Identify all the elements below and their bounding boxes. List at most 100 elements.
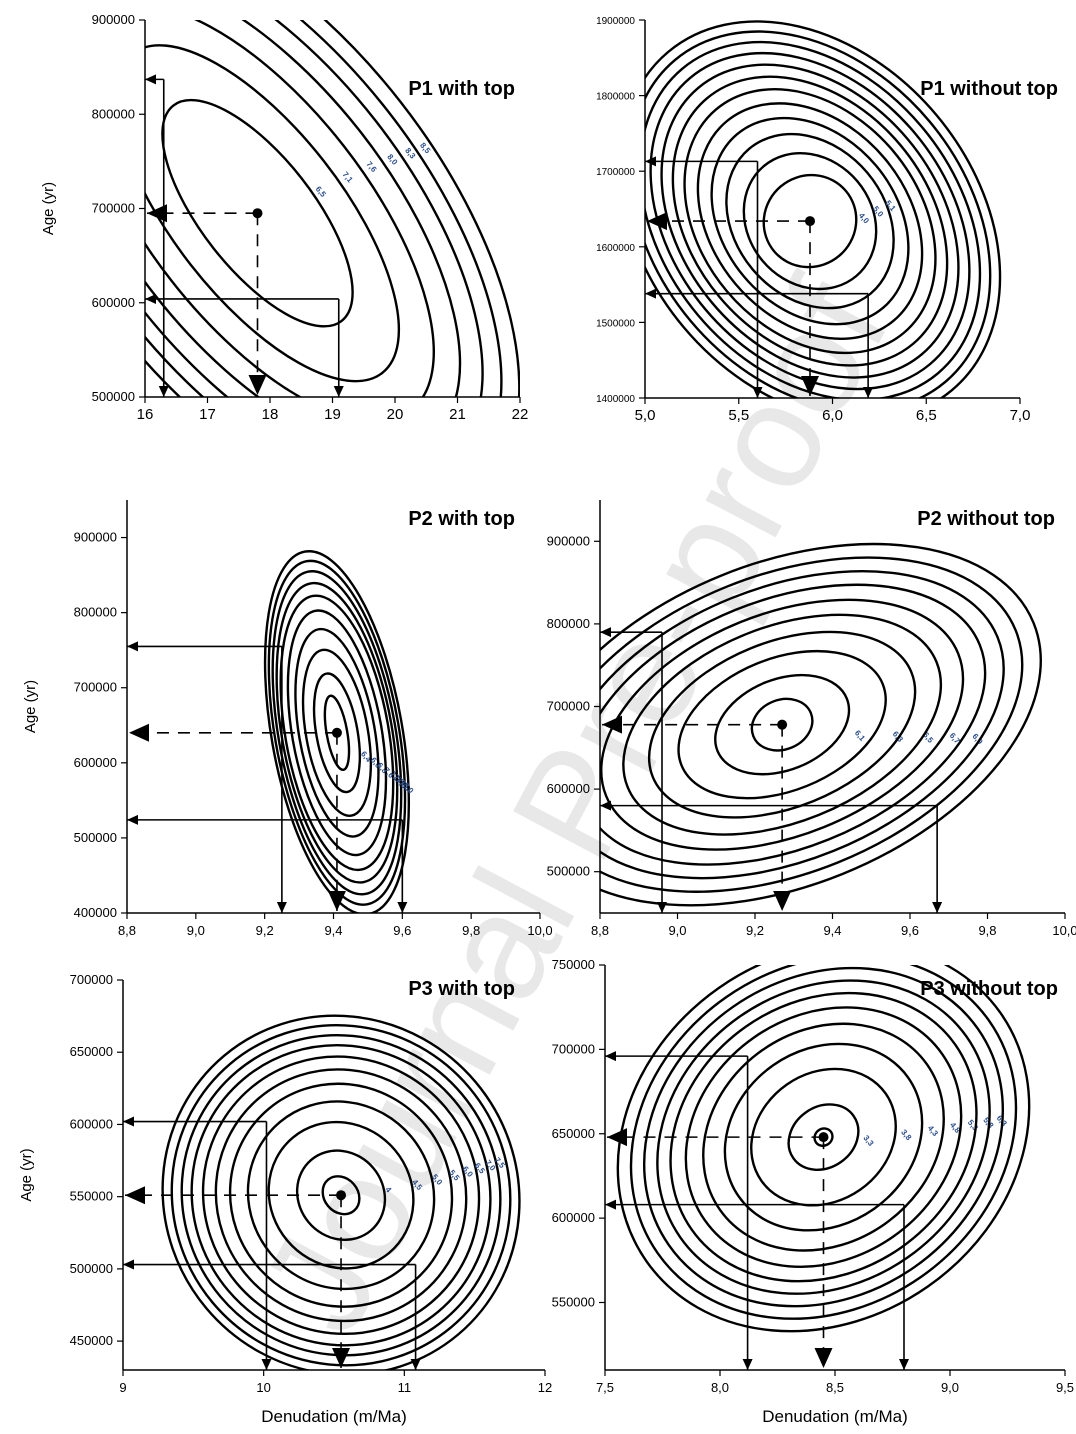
contour-line — [267, 1120, 415, 1270]
arrowhead — [248, 375, 267, 395]
chart-title: P1 with top — [408, 78, 515, 100]
arrowhead — [145, 74, 156, 85]
arrowhead — [158, 386, 169, 397]
contour-line — [271, 570, 403, 896]
y-axis-label: Age (yr) — [40, 182, 57, 235]
arrowhead — [801, 376, 819, 396]
x-tick-label: 9,6 — [393, 923, 411, 938]
x-tick-label: 9,2 — [746, 923, 764, 938]
reading-arrows — [145, 74, 344, 397]
arrowhead — [645, 156, 656, 167]
contour-line — [660, 63, 960, 379]
arrowhead — [932, 902, 943, 913]
contour-line — [145, 44, 401, 383]
arrowhead — [147, 204, 167, 223]
y-tick-label: 700000 — [70, 972, 113, 987]
contour-line — [145, 20, 484, 397]
chart-title: P3 with top — [408, 978, 515, 1000]
contour-line — [677, 649, 887, 800]
arrowhead — [123, 1116, 134, 1127]
x-tick-label: 16 — [137, 406, 154, 423]
contour-line — [201, 1055, 481, 1336]
y-tick-label: 750000 — [552, 957, 595, 972]
y-tick-label: 1500000 — [596, 318, 635, 329]
contour-line — [742, 152, 878, 291]
contour-line — [669, 991, 978, 1283]
contour-label: 4,0 — [857, 211, 871, 226]
reading-arrows — [645, 156, 874, 398]
arrowhead — [261, 1359, 272, 1370]
x-tick-label: 7,0 — [1010, 407, 1031, 424]
arrowhead — [129, 723, 149, 742]
y-tick-label: 650000 — [552, 1126, 595, 1141]
arrowhead — [899, 1359, 909, 1370]
chart-panel: 4,0 5,05,1 5,0 5,5 6,0 6,5 7,0 1400000 1500000 16… — [596, 16, 1058, 424]
contour-line — [813, 1127, 834, 1148]
contour-label: 7,6 — [364, 160, 378, 175]
y-tick-label: 600000 — [552, 1210, 595, 1225]
y-tick-label: 550000 — [552, 1295, 595, 1310]
contour-label: 3,3 — [861, 1133, 875, 1148]
contour-line — [723, 1042, 924, 1232]
contour-line — [600, 569, 1005, 880]
x-tick-label: 10,0 — [1052, 923, 1076, 938]
contour-line — [312, 672, 361, 794]
y-tick-label: 600000 — [74, 755, 117, 770]
x-tick-label: 9,4 — [823, 923, 841, 938]
best-fit-point — [777, 719, 788, 730]
contour-line — [228, 1082, 454, 1308]
y-tick-label: 500000 — [547, 864, 590, 879]
chart-panel: 6,46,66,87,07,27,47,67,88,0 8,8 9,0 9,2 9,4 9… — [22, 500, 553, 938]
arrowhead — [657, 902, 667, 913]
arrowhead — [332, 1348, 351, 1368]
arrowhead — [605, 1051, 616, 1062]
y-tick-label: 600000 — [92, 295, 135, 310]
y-tick-label: 650000 — [70, 1044, 113, 1059]
x-tick-label: 9,6 — [901, 923, 919, 938]
contour-line — [321, 1175, 361, 1216]
contour-line — [600, 542, 1042, 907]
contour-line — [294, 627, 380, 838]
contour-line — [286, 609, 388, 857]
contour-group: 4,0 5,05,1 — [645, 20, 1002, 398]
arrowhead — [333, 386, 344, 397]
x-tick-label: 10,0 — [527, 923, 552, 938]
best-fit-point — [805, 216, 815, 227]
contour-label: 4 — [383, 1185, 393, 1195]
y-tick-label: 550000 — [70, 1189, 113, 1204]
contour-line — [145, 20, 435, 397]
contour-group: 3,3 3,8 4,3 4,8 5,3 5,8 6,3 — [616, 965, 1031, 1333]
y-tick-label: 1400000 — [596, 394, 635, 405]
chart-title: P2 with top — [408, 508, 515, 530]
x-tick-label: 5,5 — [728, 407, 749, 424]
chart-title: P3 without top — [920, 978, 1058, 1000]
contour-line — [787, 1103, 860, 1171]
y-tick-label: 800000 — [547, 616, 590, 631]
arrowhead — [605, 1199, 616, 1210]
x-tick-label: 6,0 — [822, 407, 843, 424]
y-tick-label: 700000 — [92, 201, 135, 216]
x-tick-label: 7,5 — [596, 1380, 614, 1395]
contour-line — [161, 1014, 521, 1370]
x-tick-label: 21 — [449, 406, 466, 423]
x-tick-label: 8,0 — [711, 1380, 729, 1395]
contour-line — [267, 559, 407, 906]
arrowhead — [125, 1186, 145, 1205]
reading-arrows — [605, 1051, 909, 1370]
x-tick-label: 10 — [256, 1380, 270, 1395]
arrowhead — [397, 902, 408, 913]
contour-line — [161, 98, 354, 328]
best-fit-point — [818, 1132, 829, 1143]
x-tick-label: 9,2 — [256, 923, 274, 938]
chart-title: P1 without top — [920, 78, 1058, 100]
contour-group: 6,46,66,87,07,27,47,67,88,0 — [263, 550, 416, 913]
contour-line — [684, 1006, 963, 1268]
contour-line — [762, 173, 858, 269]
y-tick-label: 900000 — [92, 12, 135, 27]
contour-line — [714, 673, 851, 776]
contour-line — [710, 116, 910, 326]
contour-line — [246, 1100, 436, 1291]
contour-line — [725, 132, 895, 310]
contour-line — [616, 965, 1031, 1333]
arrowhead — [742, 1359, 753, 1370]
